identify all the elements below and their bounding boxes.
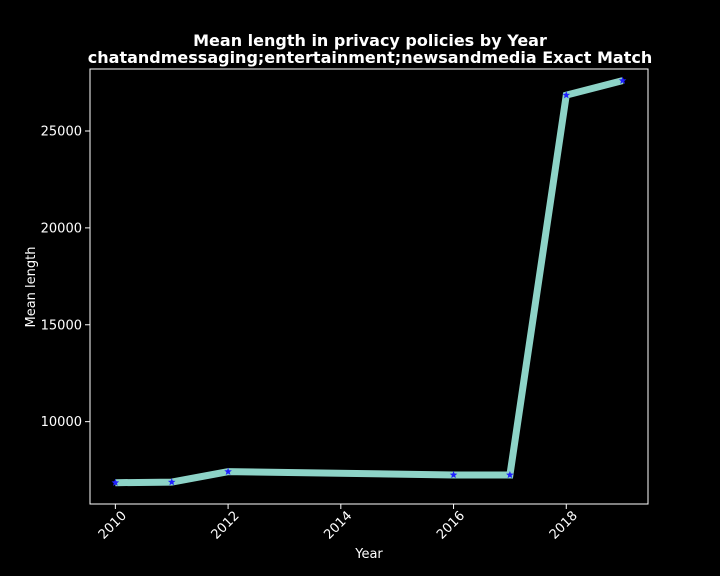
plot-area [89,68,649,505]
x-axis-label: Year [354,547,383,562]
x-axis: 2010 2012 2014 2016 2018 [96,504,581,543]
y-axis-label: Mean length [24,247,39,328]
y-tick-label: 15000 [41,318,82,333]
data-point-marker [618,76,627,84]
y-tick-label: 10000 [41,415,82,430]
x-tick-label: 2012 [209,509,243,543]
data-point-marker [562,91,571,99]
data-point-marker [167,478,176,486]
x-tick-label: 2016 [434,509,468,543]
chart-title: Mean length in privacy policies by Year [193,31,547,50]
y-axis: 10000 15000 20000 25000 [41,125,90,430]
y-tick-label: 20000 [41,221,82,236]
y-tick-label: 25000 [41,125,82,140]
x-tick-label: 2010 [96,509,130,543]
x-tick-label: 2018 [547,509,581,543]
data-point-marker [449,470,458,479]
data-point-marker [111,478,120,486]
series-markers [111,76,627,486]
data-point-marker [506,470,514,479]
chart-subtitle: chatandmessaging;entertainment;newsandme… [88,48,652,67]
x-tick-label: 2014 [321,509,355,543]
data-point-marker [224,467,232,475]
